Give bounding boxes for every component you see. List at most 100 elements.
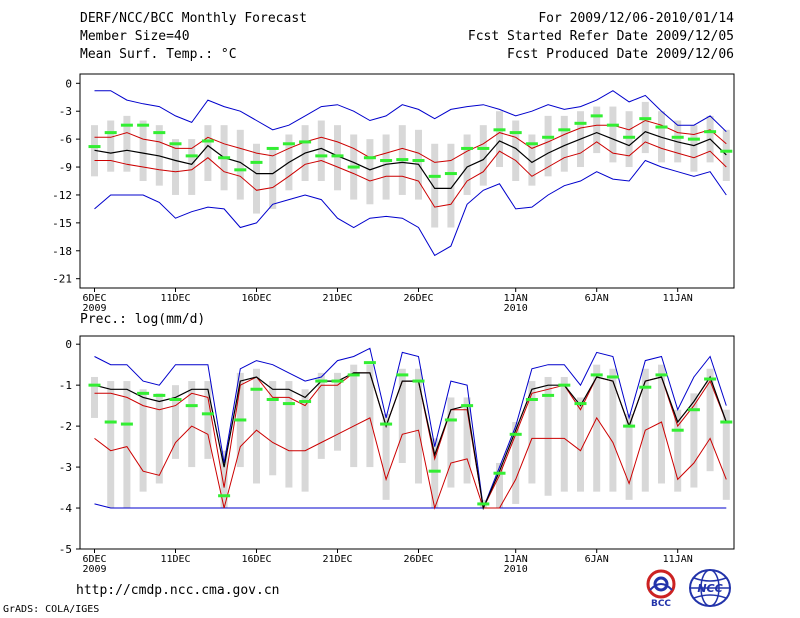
x-tick-label: 11DEC xyxy=(160,554,190,565)
forecast-period: For 2009/12/06-2010/01/14 xyxy=(538,11,734,26)
ensemble-box xyxy=(382,134,390,200)
green-marker xyxy=(201,412,214,416)
ensemble-box xyxy=(91,376,98,418)
green-marker xyxy=(266,397,279,401)
green-marker xyxy=(639,385,652,389)
green-marker xyxy=(412,159,425,163)
bcc-logo-text: BCC xyxy=(651,599,671,608)
bcc-logo: BCC xyxy=(646,569,676,608)
ensemble-box xyxy=(528,381,536,484)
y-tick-label: -4 xyxy=(59,502,73,515)
ensemble-box xyxy=(463,134,471,195)
ncc-logo-text: NCC xyxy=(697,582,722,595)
green-marker xyxy=(461,404,474,408)
series-ensemble-mean xyxy=(94,372,727,511)
green-marker xyxy=(542,393,555,397)
green-marker xyxy=(623,135,636,139)
green-marker xyxy=(185,404,198,408)
x-tick-label: 1JAN xyxy=(504,554,528,565)
green-marker xyxy=(153,393,166,397)
green-marker xyxy=(299,400,312,404)
series-ensemble-max xyxy=(94,347,727,510)
green-marker xyxy=(218,156,231,160)
x-tick-label: 16DEC xyxy=(241,293,271,304)
ensemble-box xyxy=(674,409,682,492)
ensemble-box xyxy=(253,143,260,214)
ensemble-box xyxy=(722,129,730,181)
green-marker xyxy=(266,146,279,150)
green-marker xyxy=(655,373,668,377)
y-tick-label: -1 xyxy=(59,379,72,392)
ensemble-box xyxy=(463,397,471,484)
green-marker xyxy=(234,168,247,172)
green-marker xyxy=(639,117,652,121)
ensemble-box xyxy=(398,368,406,463)
green-marker xyxy=(704,130,717,134)
ensemble-box xyxy=(496,462,503,509)
ensemble-box xyxy=(172,139,179,195)
green-marker xyxy=(315,154,328,158)
green-marker xyxy=(574,402,587,406)
y-tick-label: -18 xyxy=(52,245,72,258)
x-tick-label: 21DEC xyxy=(322,293,352,304)
x-tick-label: 6DEC xyxy=(82,554,106,565)
ensemble-box xyxy=(577,397,584,492)
ensemble-box xyxy=(204,381,212,459)
ensemble-box xyxy=(155,393,163,484)
variable-label: Mean Surf. Temp.: °C xyxy=(80,47,237,62)
green-marker xyxy=(120,123,133,127)
ensemble-box xyxy=(139,120,147,181)
green-marker xyxy=(169,397,182,401)
ensemble-box xyxy=(317,120,325,181)
ensemble-box xyxy=(496,111,503,168)
green-marker xyxy=(687,408,700,412)
green-marker xyxy=(412,379,425,383)
produced-date: Fcst Produced Date 2009/12/06 xyxy=(507,47,734,62)
ensemble-box xyxy=(658,364,665,484)
green-marker xyxy=(169,142,182,146)
x-tick-label: 26DEC xyxy=(403,293,433,304)
green-marker xyxy=(282,142,295,146)
green-marker xyxy=(671,428,684,432)
green-marker xyxy=(525,397,538,401)
y-tick-label: 0 xyxy=(65,77,72,90)
green-marker xyxy=(380,422,393,426)
ensemble-box xyxy=(188,381,196,468)
ensemble-box xyxy=(253,368,260,484)
ensemble-box xyxy=(690,125,698,172)
ensemble-box xyxy=(172,385,179,459)
ensemble-box xyxy=(123,381,131,509)
source-url[interactable]: http://cmdp.ncc.cma.gov.cn xyxy=(76,583,280,598)
ensemble-box xyxy=(625,413,633,500)
green-marker xyxy=(347,373,360,377)
ensemble-box xyxy=(334,372,341,451)
ensemble-box xyxy=(690,393,698,488)
ensemble-box xyxy=(560,115,568,172)
ensemble-box xyxy=(447,143,455,228)
x-tick-sublabel: 2009 xyxy=(82,303,106,314)
green-marker xyxy=(331,154,344,158)
green-marker xyxy=(347,165,360,169)
ensemble-box xyxy=(350,364,358,468)
series-lower-bound xyxy=(94,416,727,510)
ensemble-box xyxy=(269,148,277,209)
y-tick-label: -5 xyxy=(59,543,72,556)
green-marker xyxy=(606,375,619,379)
plot-frame xyxy=(79,73,735,289)
series-upper-bound xyxy=(94,119,727,163)
green-marker xyxy=(477,146,490,150)
ensemble-box xyxy=(317,372,325,459)
green-marker xyxy=(477,502,490,506)
ensemble-box xyxy=(301,389,309,492)
green-marker xyxy=(185,154,198,158)
ncc-logo: NCC xyxy=(689,569,731,607)
ensemble-box xyxy=(641,101,649,154)
green-marker xyxy=(315,379,328,383)
green-marker xyxy=(104,131,117,135)
x-tick-label: 11DEC xyxy=(160,293,190,304)
ensemble-box xyxy=(512,120,520,181)
x-tick-label: 1JAN xyxy=(504,293,528,304)
